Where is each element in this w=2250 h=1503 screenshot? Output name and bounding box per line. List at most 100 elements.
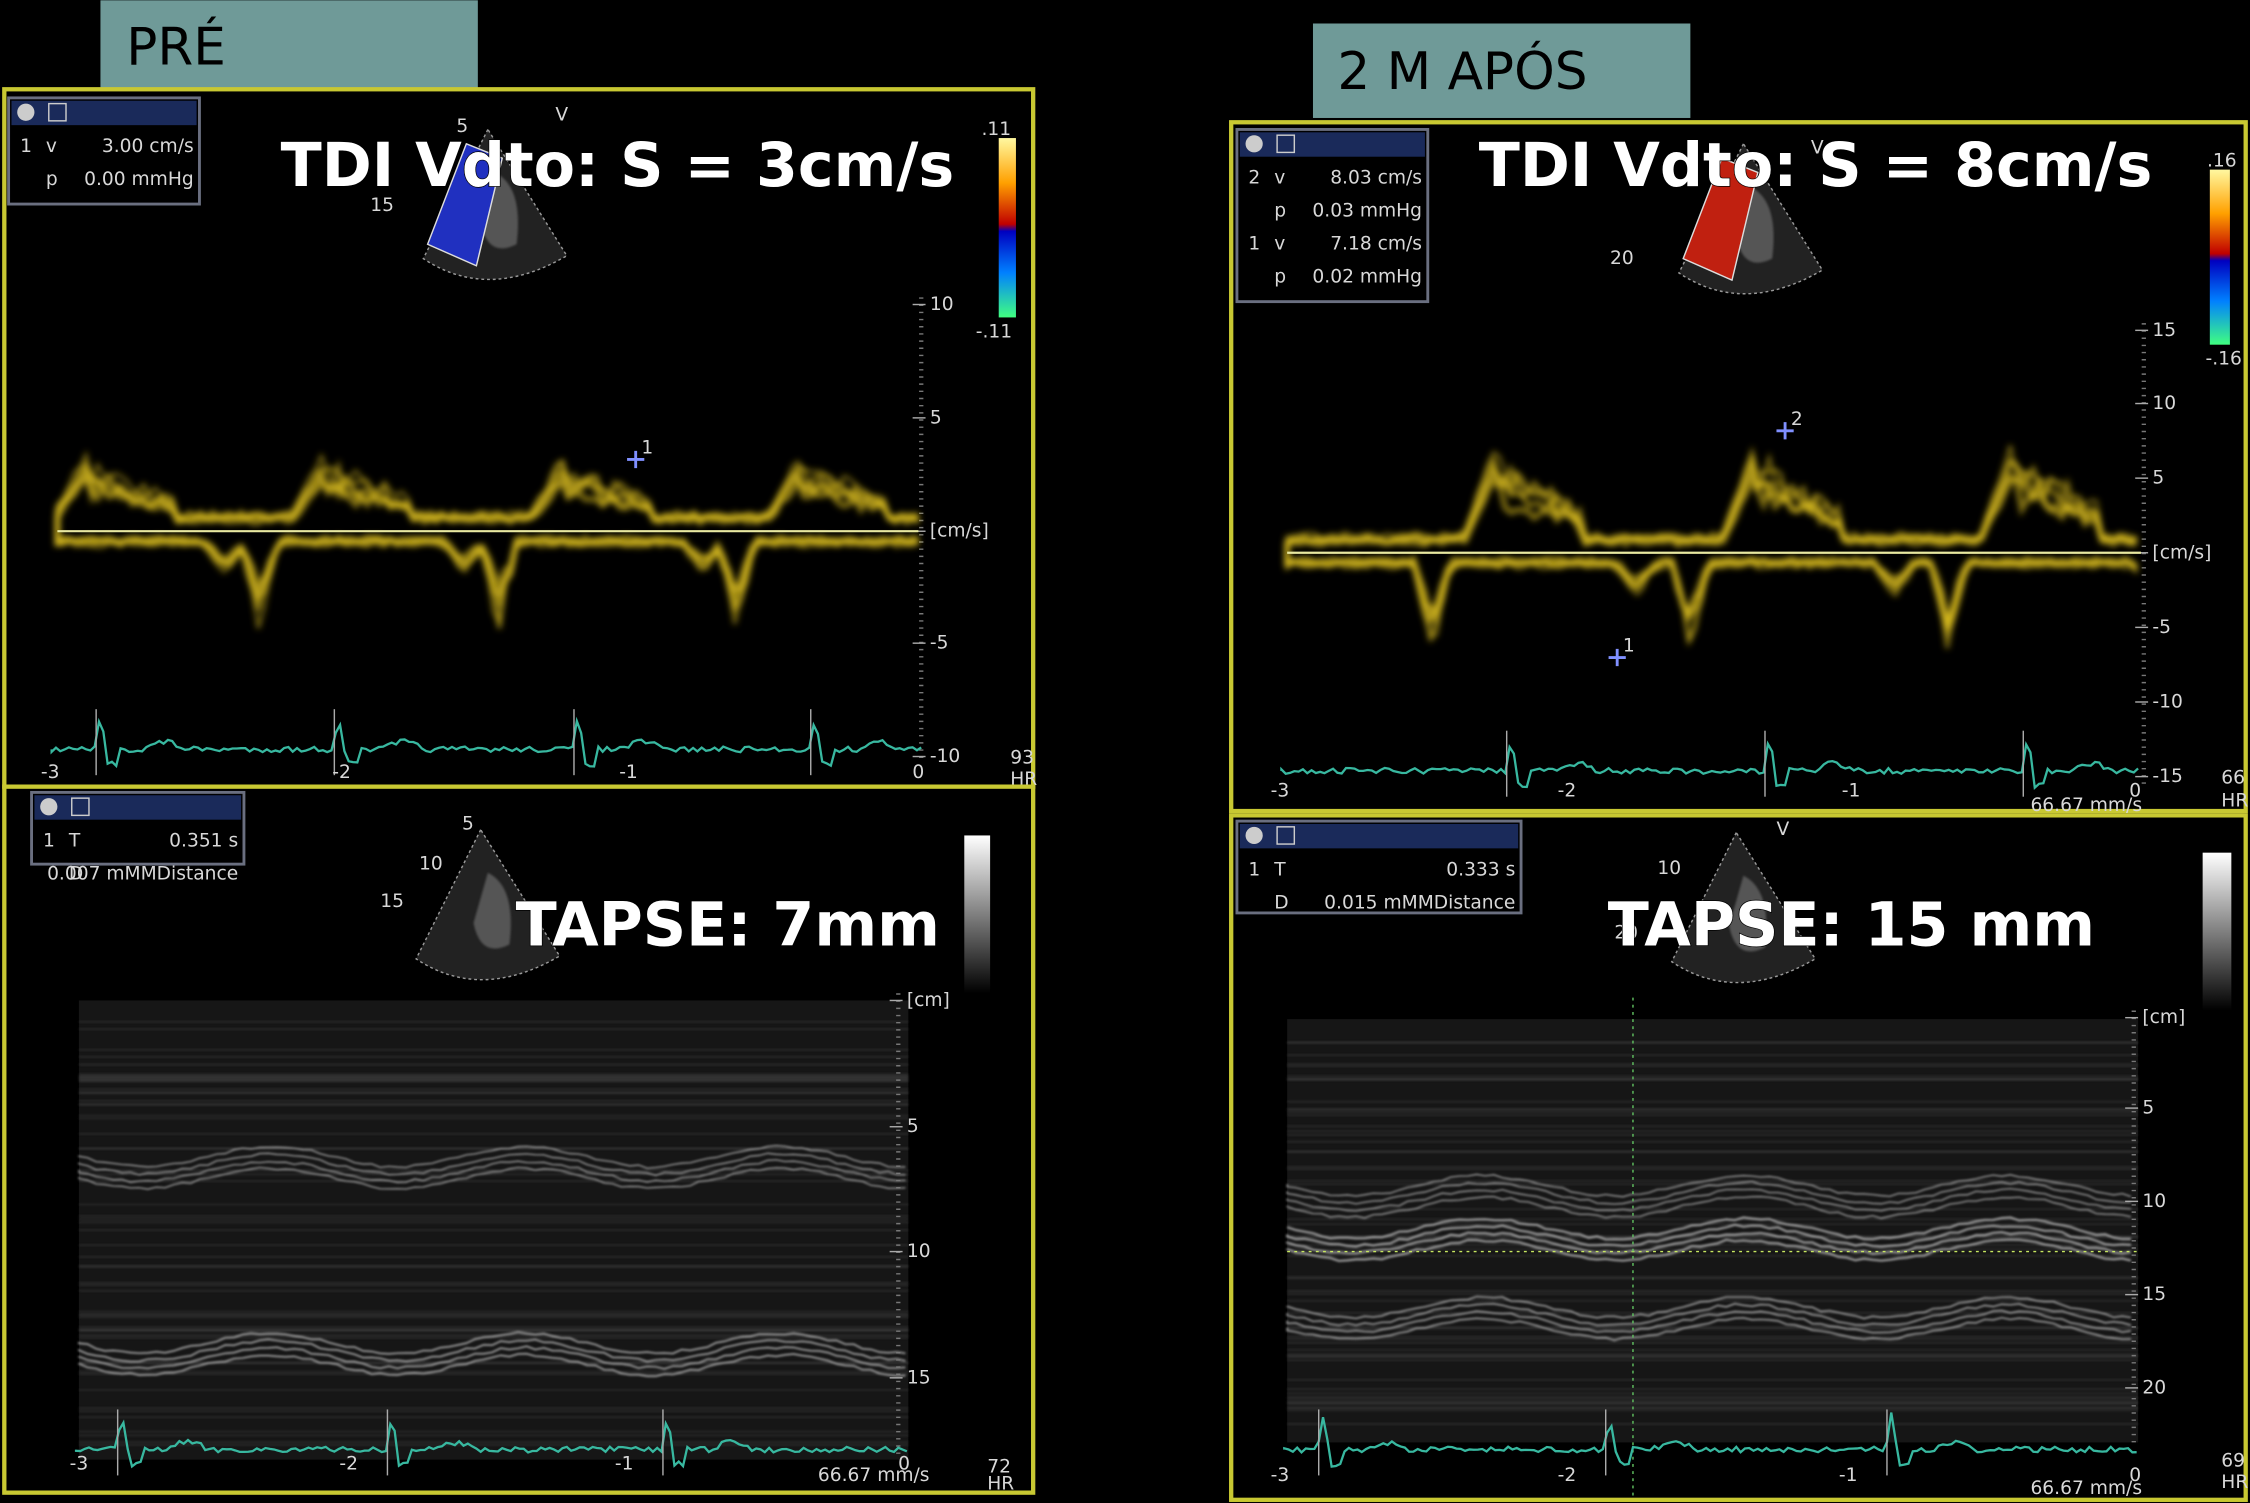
mmode-band — [1286, 1188, 2131, 1212]
record-icon — [17, 103, 35, 121]
tapse-label: TAPSE: 15 mm — [1608, 890, 2095, 960]
mmode-band — [1286, 1216, 2131, 1241]
scale-label: 10 — [2152, 393, 2176, 414]
color-bar — [998, 138, 1016, 318]
mmode-band — [1286, 1231, 2132, 1255]
hr-value: 93 — [1010, 747, 1034, 768]
time-label: -3 — [41, 762, 60, 783]
scale-label: 10 — [930, 294, 954, 315]
scale-label: 15 — [2152, 320, 2176, 341]
measure-value: 0.351 s — [169, 831, 238, 852]
mmode-band — [1286, 1316, 2131, 1342]
mmode-band — [1286, 1180, 2131, 1205]
icon-mark: V — [1776, 819, 1789, 840]
icon-mark: 5 — [462, 813, 474, 834]
measure-key: p — [1274, 201, 1286, 222]
scale-label: [cm/s] — [2152, 542, 2211, 563]
measure-value: 3.00 cm/s — [102, 136, 194, 157]
tool-icon — [1276, 826, 1296, 845]
measure-index: 2 — [1248, 168, 1260, 189]
mmode-band — [77, 1331, 906, 1355]
color-box — [426, 142, 504, 267]
time-label: -3 — [1271, 1465, 1290, 1486]
scale-label: [cm] — [2142, 1007, 2185, 1028]
scale-label: -5 — [930, 633, 949, 654]
mmode-field — [1287, 1019, 2139, 1443]
mmode-band — [77, 1352, 906, 1378]
sweep-speed: 66.67 mm/s — [2030, 795, 2142, 816]
panel-title: PRÉ — [126, 17, 226, 78]
time-label: -3 — [70, 1453, 89, 1474]
measure-box — [1235, 128, 1430, 304]
mmode-band — [1286, 1302, 2132, 1327]
measure-value: 0.02 mmHg — [1312, 267, 1422, 288]
icon-mark: 20 — [1614, 923, 1638, 944]
time-label: -1 — [1842, 780, 1861, 801]
scale-label: 10 — [907, 1241, 931, 1262]
measure-value: 0.007 mMMDistance — [47, 864, 238, 885]
icon-mark: 10 — [1657, 858, 1681, 879]
mmode-band — [78, 1159, 906, 1184]
tool-icon — [48, 102, 67, 122]
scale-label: -15 — [2152, 766, 2182, 787]
time-label: 0 — [2129, 780, 2141, 801]
mmode-band — [77, 1338, 906, 1363]
measure-value: 0.015 mMMDistance — [1324, 892, 1515, 913]
mmode-band — [1286, 1309, 2132, 1334]
mmode-band — [78, 1152, 906, 1177]
time-label: 0 — [2129, 1465, 2141, 1486]
time-label: -1 — [619, 762, 638, 783]
doppler-lower — [1285, 552, 2138, 642]
echo-tissue — [1729, 875, 1767, 952]
mmode-band — [1286, 1173, 2132, 1198]
measure-header — [11, 100, 197, 126]
tool-icon — [71, 797, 90, 817]
title-box — [1312, 23, 1691, 118]
time-label: -2 — [1558, 1465, 1577, 1486]
mmode-band — [78, 1166, 906, 1190]
scale-label: -10 — [930, 746, 960, 767]
measure-index: 1 — [43, 831, 55, 852]
scale-label: -5 — [2152, 617, 2171, 638]
scale-label: 5 — [2152, 468, 2164, 489]
measure-key: v — [46, 136, 57, 157]
measure-key: v — [1274, 168, 1285, 189]
measure-key: D — [69, 864, 83, 885]
measure-key: T — [1273, 859, 1286, 880]
measure-value: 0.00 mmHg — [84, 169, 194, 190]
caliper — [1608, 648, 1626, 667]
color-bar — [2209, 169, 2230, 345]
icon-mark: V — [555, 105, 568, 126]
time-label: -2 — [332, 762, 351, 783]
hr-label: HR — [2221, 791, 2248, 812]
color-scale-label: -.11 — [976, 321, 1012, 342]
gray-bar — [964, 835, 991, 994]
hr-value: 72 — [987, 1456, 1011, 1477]
gray-bar — [2202, 852, 2232, 1011]
measure-index: 1 — [1248, 859, 1260, 880]
hr-value: 66 — [2221, 768, 2245, 789]
mmode-band — [77, 1345, 906, 1370]
measure-key: p — [46, 169, 58, 190]
scale-label: 10 — [2142, 1191, 2166, 1212]
time-label: -2 — [339, 1453, 358, 1474]
tool-icon — [1276, 134, 1296, 154]
tdi-label: TDI Vdto: S = 8cm/s — [1479, 131, 2153, 201]
measure-index: 1 — [1248, 234, 1260, 255]
icon-mark: V — [1811, 138, 1824, 159]
measure-value: 0.333 s — [1446, 859, 1515, 880]
hr-label: HR — [2221, 1472, 2248, 1493]
ecg-trace — [1280, 740, 2139, 790]
color-scale-label: .16 — [2207, 151, 2237, 172]
time-label: 0 — [912, 762, 924, 783]
measure-header — [34, 795, 242, 820]
time-label: -2 — [1558, 780, 1577, 801]
doppler-lower — [55, 531, 920, 629]
tdi-label: TDI Vdto: S = 3cm/s — [281, 131, 955, 201]
scale-label: 5 — [930, 407, 942, 428]
measure-value: 7.18 cm/s — [1330, 234, 1422, 255]
measure-key: D — [1274, 892, 1288, 913]
panel-title: 2 M APÓS — [1337, 40, 1587, 102]
